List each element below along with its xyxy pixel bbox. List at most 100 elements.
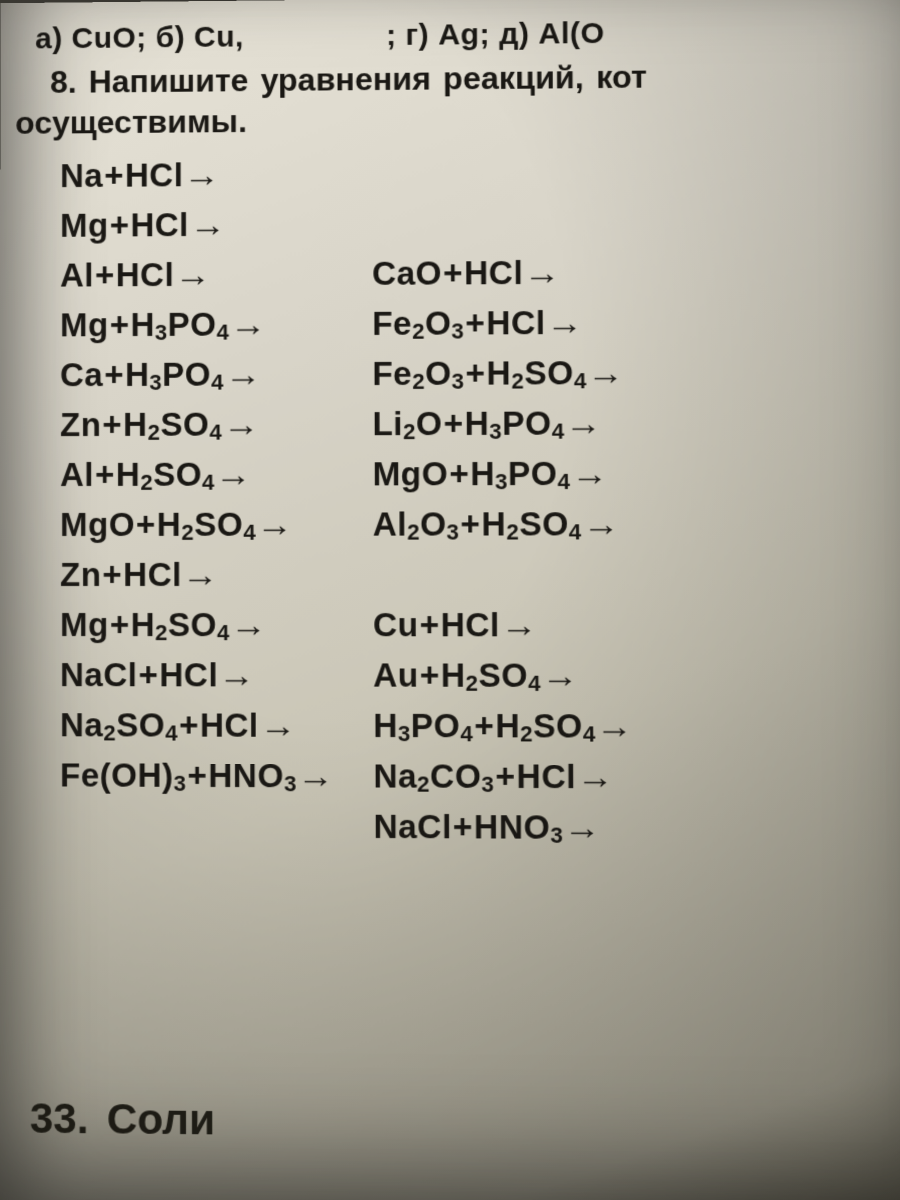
left-column: Na+HCl→Mg+HCl→Al+HCl→Mg+H3PO4→Ca+H3PO4→Z… — [60, 157, 333, 860]
equation-row-blank — [373, 558, 632, 591]
reactant-b: HCl — [464, 254, 523, 291]
plus-sign: + — [465, 304, 485, 341]
reactant-b: H3PO4 — [125, 356, 224, 393]
reactant-a: Al — [60, 257, 94, 294]
reaction-arrow: → — [184, 158, 221, 191]
reactant-a: Mg — [60, 306, 109, 343]
reactant-b: HCl — [130, 206, 188, 243]
reactant-b: HCl — [116, 256, 174, 293]
reactant-b: HNO3 — [208, 757, 297, 795]
reactant-a: Mg — [60, 606, 109, 643]
plus-sign: + — [110, 606, 130, 643]
section-title-text: Соли — [107, 1095, 216, 1145]
reaction-arrow: → — [256, 508, 293, 541]
reaction-arrow: → — [546, 306, 584, 339]
equation-row: H3PO4+H2SO4→ — [373, 709, 632, 743]
reaction-arrow: → — [222, 407, 259, 440]
equation-row: MgO+H2SO4→ — [60, 508, 332, 541]
reaction-arrow: → — [565, 406, 603, 439]
reaction-arrow: → — [224, 357, 261, 390]
reaction-arrow: → — [230, 608, 267, 641]
equation-row: Al+H2SO4→ — [60, 457, 332, 491]
equation-row: Ca+H3PO4→ — [60, 357, 332, 391]
reactant-a: Fe(OH)3 — [60, 756, 186, 794]
instruction-line-2: осуществимы. — [15, 98, 869, 142]
plus-sign: + — [104, 356, 124, 393]
reactant-b: H2SO4 — [481, 505, 581, 542]
reaction-arrow: → — [576, 760, 614, 794]
reactant-b: H2SO4 — [116, 456, 215, 493]
reactant-b: HCl — [123, 556, 182, 593]
reactant-b: HCl — [125, 156, 183, 193]
reaction-arrow: → — [500, 608, 538, 641]
reactant-a: Na2SO4 — [60, 706, 178, 743]
reactant-a: Al2O3 — [373, 505, 460, 542]
plus-sign: + — [102, 556, 122, 593]
reactant-b: HCl — [517, 758, 577, 796]
textbook-page: a) CuO; б) Cu, ; г) Ag; д) Al(O 8. Напиш… — [0, 0, 900, 1200]
exercise-number: 8. — [50, 64, 77, 101]
reactant-a: Mg — [60, 207, 109, 244]
equation-row: Zn+HCl→ — [60, 558, 332, 591]
reactant-b: H2SO4 — [441, 656, 541, 693]
top-fragment-a: a) CuO; б) Cu, — [35, 21, 244, 56]
reactant-a: NaCl — [60, 656, 137, 693]
plus-sign: + — [474, 707, 494, 744]
equation-row: CaO+HCl→ — [372, 255, 630, 290]
reactant-a: Ca — [60, 356, 103, 393]
reactant-b: H3PO4 — [130, 306, 229, 343]
reactant-a: Fe2O3 — [372, 355, 464, 392]
reactant-b: H3PO4 — [464, 404, 564, 442]
plus-sign: + — [95, 456, 115, 493]
reaction-arrow: → — [587, 356, 625, 389]
reaction-arrow: → — [215, 458, 252, 491]
plus-sign: + — [102, 406, 122, 443]
section-heading: 33. Соли — [30, 1094, 215, 1144]
reactant-a: Zn — [60, 556, 101, 593]
equation-row: Li2O+H3PO4→ — [372, 406, 630, 440]
plus-sign: + — [138, 656, 158, 693]
equation-row: Na2CO3+HCl→ — [373, 759, 632, 793]
equation-row: Al+HCl→ — [60, 257, 332, 291]
reaction-arrow: → — [230, 307, 267, 340]
equation-row: Al2O3+H2SO4→ — [373, 507, 632, 541]
reactant-b: HCl — [159, 656, 218, 693]
plus-sign: + — [110, 207, 130, 244]
equation-row: Mg+H2SO4→ — [60, 608, 332, 641]
equation-row: Fe(OH)3+HNO3→ — [60, 758, 333, 792]
reactant-b: HNO3 — [474, 808, 563, 846]
reactant-b: H3PO4 — [470, 455, 570, 492]
plus-sign: + — [420, 656, 440, 693]
right-column: CaO+HCl→Fe2O3+HCl→Fe2O3+H2SO4→Li2O+H3PO4… — [372, 155, 633, 861]
reactant-a: Cu — [373, 606, 419, 643]
reactant-a: H3PO4 — [373, 707, 473, 745]
equation-row: Na2SO4+HCl→ — [60, 708, 333, 742]
reactant-a: Na — [60, 157, 103, 194]
reaction-arrow: → — [596, 709, 634, 743]
equation-row: Na+HCl→ — [60, 157, 331, 192]
reaction-arrow: → — [297, 759, 334, 792]
section-number: 33. — [30, 1094, 89, 1143]
reactant-b: H2SO4 — [131, 606, 230, 643]
reaction-arrow: → — [582, 507, 620, 540]
plus-sign: + — [460, 505, 480, 542]
reaction-arrow: → — [259, 709, 296, 742]
equation-row: Cu+HCl→ — [373, 608, 632, 641]
instruction-word-3: реакций, — [443, 59, 584, 97]
reactant-a: CaO — [372, 254, 442, 291]
reactant-a: MgO — [372, 455, 448, 492]
equation-row: NaCl+HCl→ — [60, 658, 333, 692]
reaction-arrow: → — [541, 659, 579, 692]
equation-row: NaCl+HNO3→ — [373, 810, 632, 844]
equation-row: Zn+H2SO4→ — [60, 407, 332, 441]
reactant-b: H2SO4 — [495, 707, 596, 745]
plus-sign: + — [465, 354, 485, 391]
plus-sign: + — [110, 306, 130, 343]
plus-sign: + — [453, 808, 473, 846]
plus-sign: + — [495, 758, 515, 795]
equation-row: Fe2O3+HCl→ — [372, 306, 630, 340]
reactant-a: Li2O — [372, 405, 442, 442]
reactant-a: Au — [373, 656, 419, 693]
reactant-a: Al — [60, 456, 94, 493]
plus-sign: + — [136, 506, 156, 543]
